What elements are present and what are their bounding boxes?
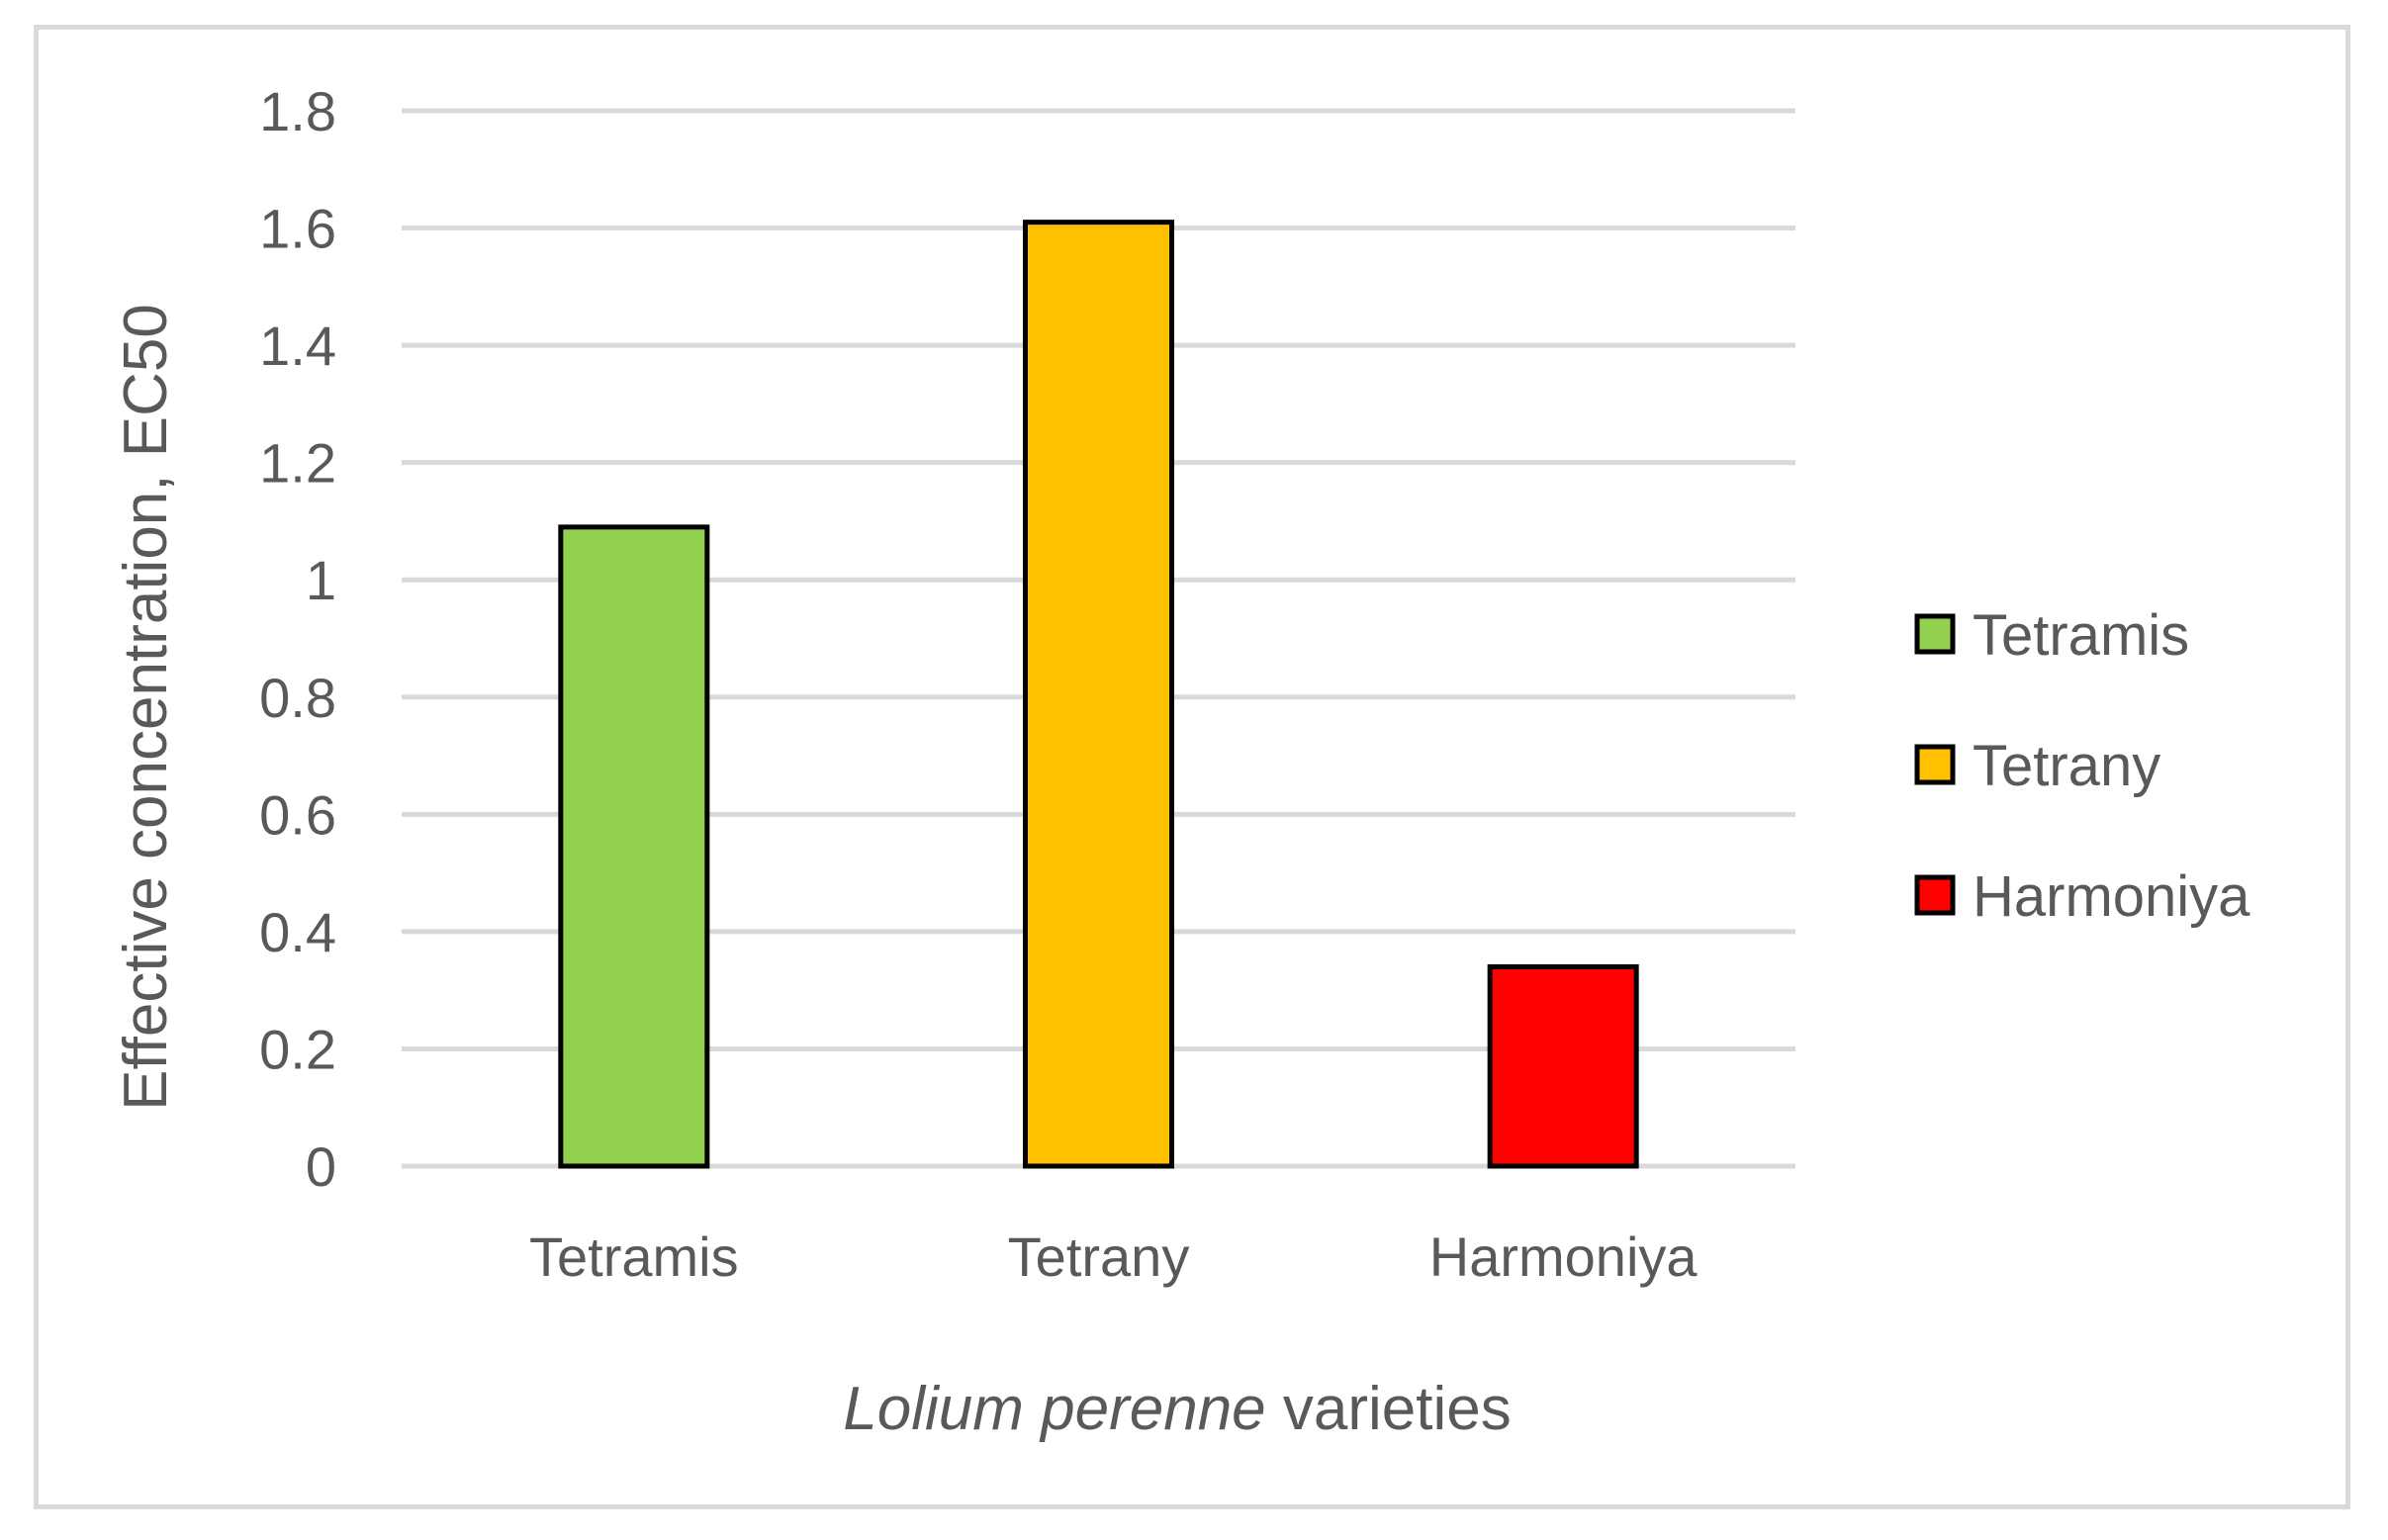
x-tick-label: Harmoniya [1429,1225,1699,1288]
y-axis-title: Effective concentration, EC50 [112,304,180,1111]
legend-swatch [1914,613,1956,655]
chart-frame [34,25,2350,1509]
y-tick-label: 0.8 [259,667,336,729]
x-axis-title-rest: varieties [1266,1375,1512,1443]
legend-swatch [1914,874,1956,916]
bar-tetrany [1023,220,1174,1169]
legend-item-harmoniya: Harmoniya [1914,864,2250,929]
bars [558,220,1639,1169]
y-tick-label: 1 [306,549,336,611]
y-tick-label: 1.4 [259,315,336,377]
y-tick-label: 0.4 [259,901,336,963]
y-tick-label: 1.2 [259,432,336,495]
x-tick-labels: Tetramis Tetrany Harmoniya [529,1225,1698,1288]
bar-harmoniya [1487,963,1639,1169]
x-axis-title-italic: Lolium perenne [843,1375,1265,1443]
y-tick-label: 1.8 [259,80,336,142]
x-tick-label: Tetrany [1008,1225,1190,1288]
legend-label: Tetrany [1973,734,2160,798]
legend-item-tetrany: Tetrany [1914,734,2160,798]
x-tick-label: Tetramis [529,1225,739,1288]
y-tick-label: 0.6 [259,783,336,846]
x-axis-title: Lolium perenne varieties [843,1375,1512,1443]
legend-label: Tetramis [1973,603,2189,668]
y-tick-label: 0 [306,1135,336,1198]
y-tick-label: 0.2 [259,1018,336,1080]
legend: Tetramis Tetrany Harmoniya [1914,603,2250,929]
legend-item-tetramis: Tetramis [1914,603,2189,668]
y-tick-labels: 0 0.2 0.4 0.6 0.8 1 1.2 1.4 1.6 1.8 [259,80,336,1198]
legend-label: Harmoniya [1973,864,2250,929]
y-tick-label: 1.6 [259,198,336,260]
bar-tetramis [558,524,710,1169]
legend-swatch [1914,744,1956,785]
